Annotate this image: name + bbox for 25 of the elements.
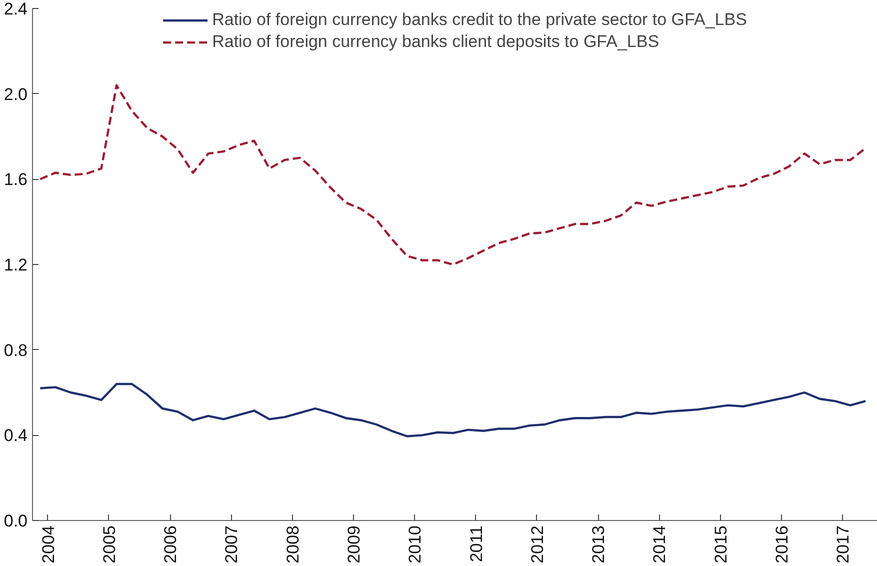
y-tick-label: 2.4 xyxy=(4,0,28,18)
x-tick-label: 2012 xyxy=(528,525,547,564)
y-tick-label: 2.0 xyxy=(4,84,28,104)
x-tick-label: 2009 xyxy=(344,525,364,564)
x-tick-label: 2007 xyxy=(222,525,242,564)
x-tick-label: 2016 xyxy=(772,525,792,564)
x-tick-label: 2014 xyxy=(650,525,670,564)
y-tick-label: 1.2 xyxy=(4,256,28,274)
y-tick-label: 0.8 xyxy=(4,340,28,360)
x-tick-label: 2008 xyxy=(283,525,302,564)
x-tick-label: 2013 xyxy=(589,525,608,564)
legend-label: Ratio of foreign currency banks client deposits to GFA_LBS xyxy=(212,32,660,52)
x-tick-label: 2017 xyxy=(834,525,853,564)
x-tick-label: 2011 xyxy=(466,525,486,562)
line-series xyxy=(39,382,867,438)
x-tick-label: 2010 xyxy=(406,525,425,564)
y-tick-label: 0.4 xyxy=(4,426,28,446)
legend-label: Ratio of foreign currency banks credit to the private sector to GFA_LBS xyxy=(212,10,747,30)
y-tick-label: 0.0 xyxy=(4,512,28,530)
x-tick-label: 2004 xyxy=(38,525,58,564)
x-tick-label: 2005 xyxy=(100,525,119,564)
x-tick-label: 2015 xyxy=(711,525,730,564)
y-tick-label: 1.6 xyxy=(4,170,28,190)
x-tick-label: 2006 xyxy=(161,525,180,564)
line-series xyxy=(39,84,867,266)
